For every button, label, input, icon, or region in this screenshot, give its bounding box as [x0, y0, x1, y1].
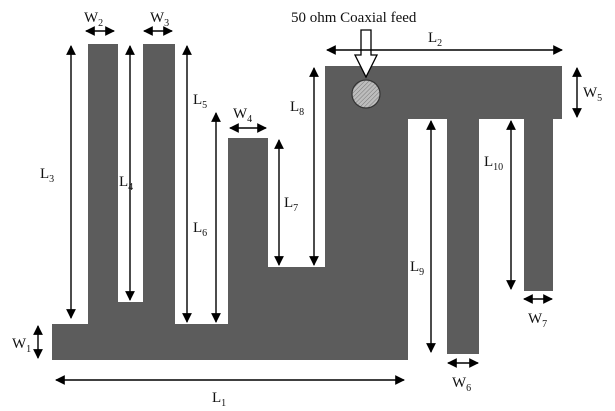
label-l6: L6 [193, 220, 207, 239]
label-l7: L7 [284, 195, 298, 214]
coaxial-feed-point [351, 79, 381, 109]
label-w4: W4 [233, 106, 252, 125]
label-w7: W7 [528, 311, 547, 330]
label-l5: L5 [193, 92, 207, 111]
dimension-labels: W2 W3 L2 L3 L4 L5 L6 W4 L7 L8 W5 L9 L10 … [12, 10, 602, 409]
feed-label: 50 ohm Coaxial feed [291, 10, 417, 26]
antenna-body [52, 44, 562, 360]
dimension-lines [33, 26, 582, 385]
label-l2: L2 [428, 30, 442, 49]
label-l8: L8 [290, 99, 304, 118]
label-w3: W3 [150, 10, 169, 29]
label-l9: L9 [410, 259, 424, 278]
label-w2: W2 [84, 10, 103, 29]
label-l3: L3 [40, 166, 54, 185]
label-w1: W1 [12, 336, 31, 355]
label-l10: L10 [484, 154, 503, 173]
label-w6: W6 [452, 375, 471, 394]
label-l1: L1 [212, 390, 226, 409]
label-l4: L4 [119, 174, 133, 193]
label-w5: W5 [583, 85, 602, 104]
